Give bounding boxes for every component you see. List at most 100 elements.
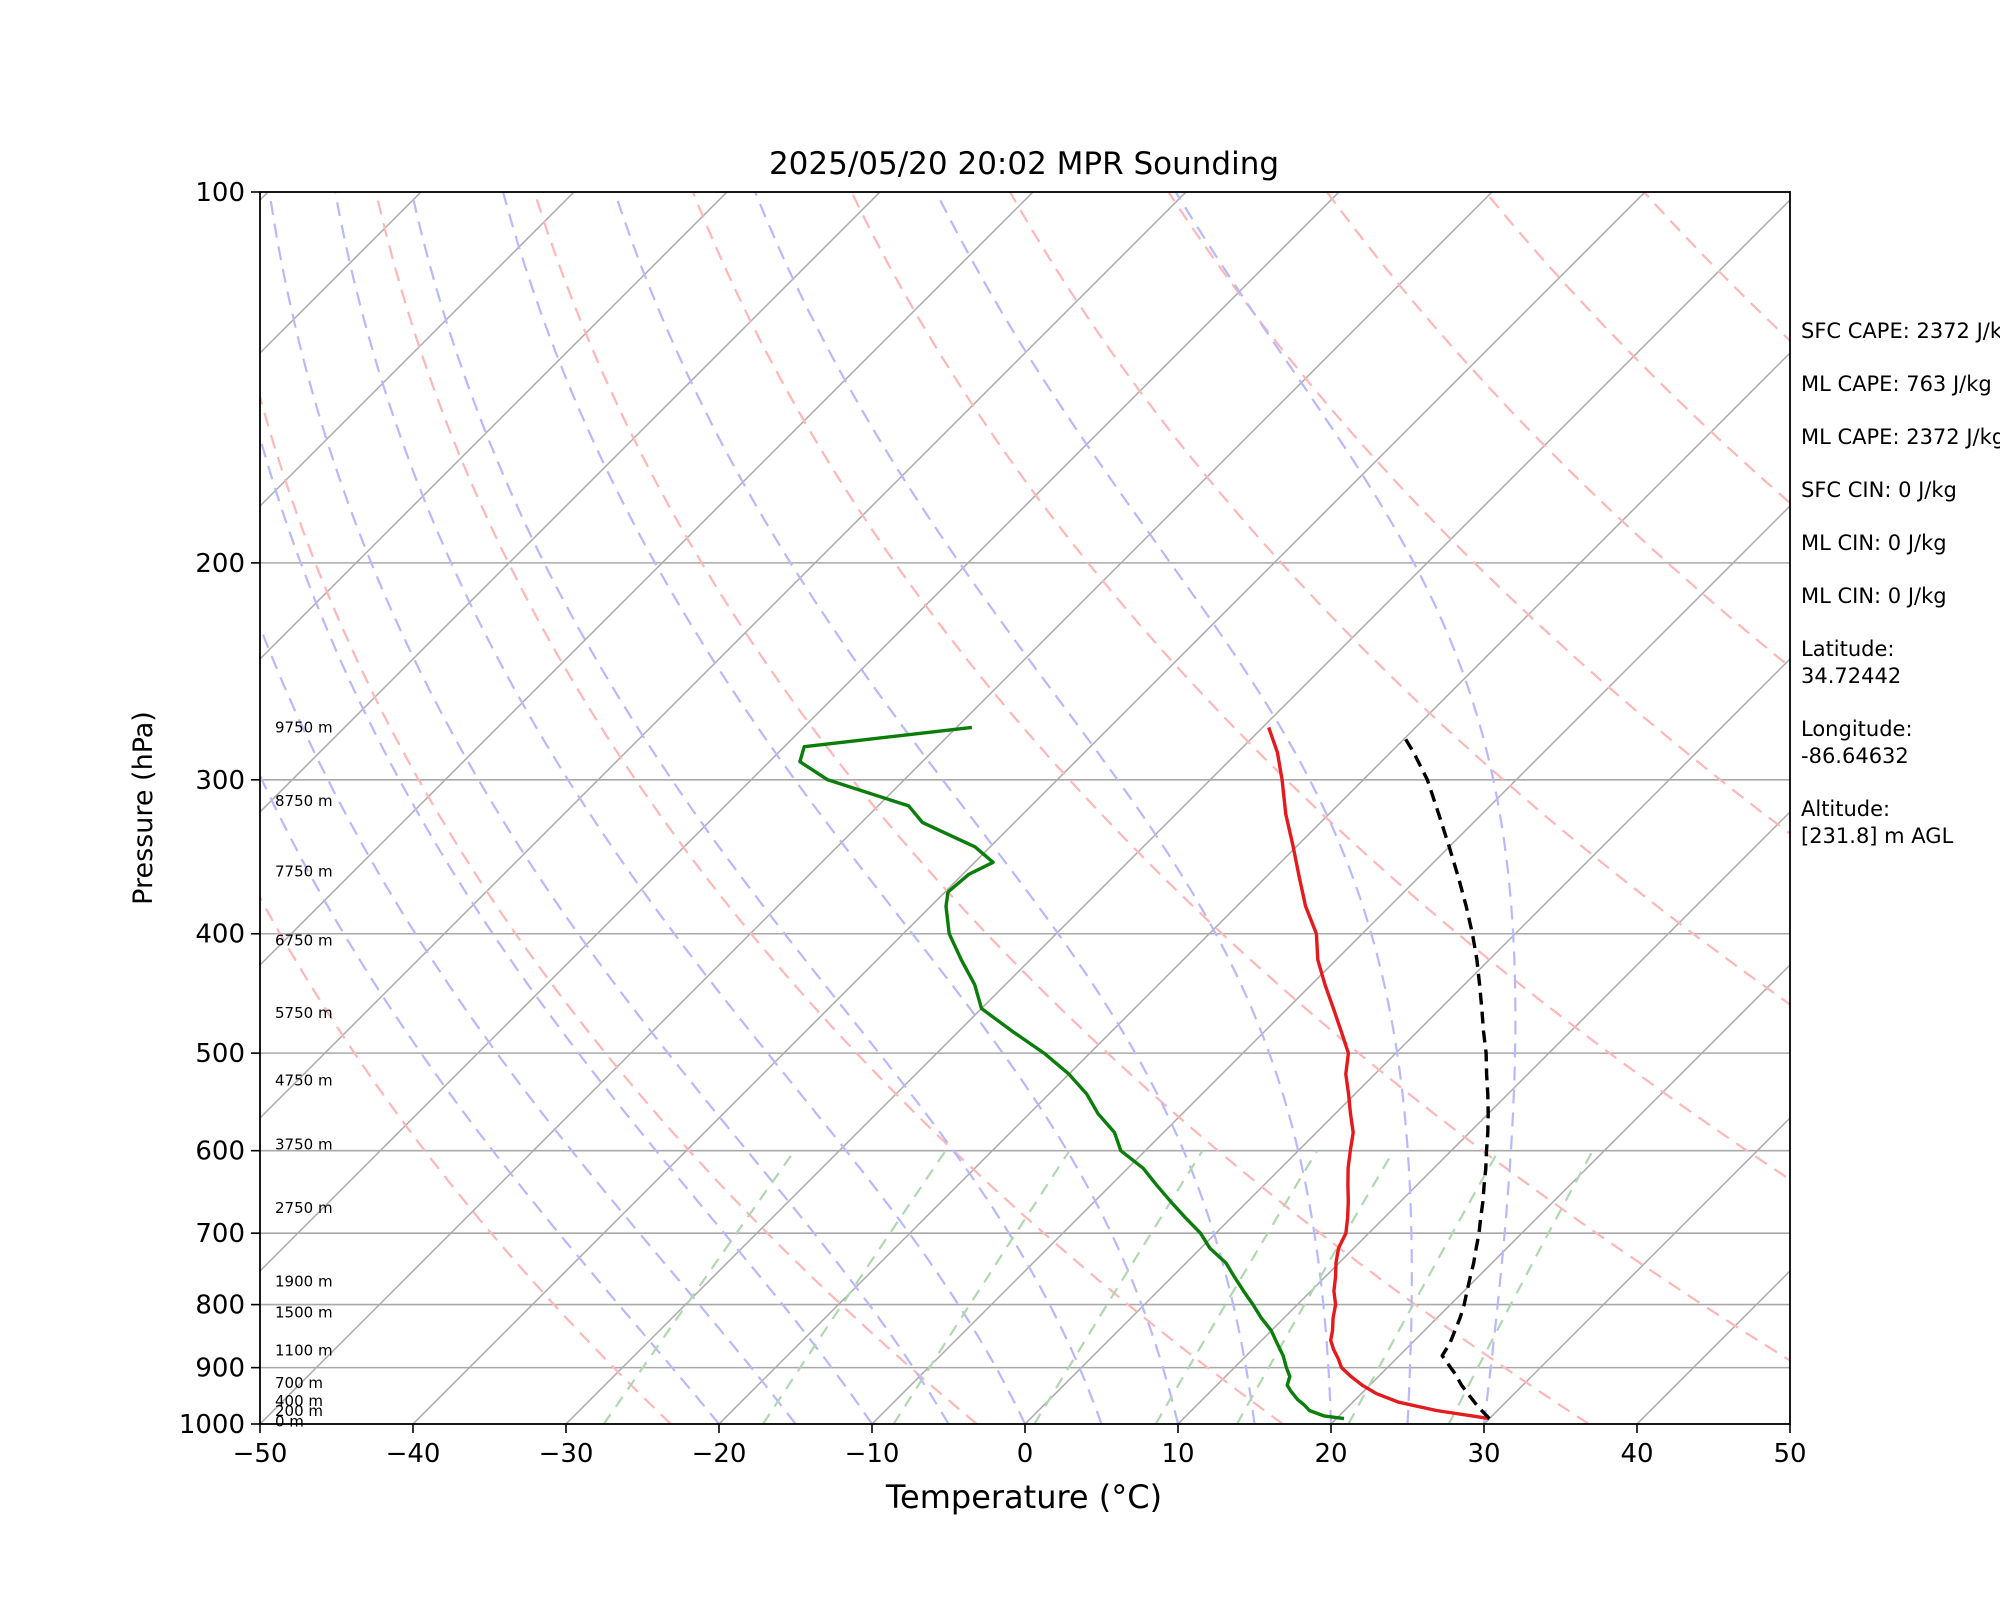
height-label: 400 m [275, 1392, 323, 1410]
x-tick-label: −50 [233, 1439, 288, 1469]
height-label: 0 m [275, 1412, 304, 1430]
isotherm-line [565, 198, 1790, 1424]
isotherm-line [412, 192, 1646, 1424]
mixing-ratio-line [1033, 1150, 1204, 1424]
annotation-text: Altitude: [1801, 797, 1890, 821]
annotation-text: ML CAPE: 2372 J/kg [1801, 425, 2000, 449]
sounding-traces [798, 725, 1491, 1421]
height-label: 1100 m [275, 1342, 333, 1360]
mixing-ratio-line [1154, 1150, 1319, 1424]
annotation-text: SFC CAPE: 2372 J/kg [1801, 319, 2000, 343]
isotherm-line [1330, 963, 1790, 1424]
moist-adiabat-line [501, 192, 1180, 1424]
isotherm-line [260, 192, 1187, 1120]
annotation-text: 34.72442 [1801, 664, 1901, 688]
height-label: 2750 m [275, 1199, 333, 1217]
isotherm-line [871, 504, 1790, 1424]
height-label: 4750 m [275, 1071, 333, 1089]
x-tick-label: −40 [386, 1439, 441, 1469]
isotherm-line [1483, 1116, 1790, 1424]
height-label: 7750 m [275, 862, 333, 880]
y-tick-label: 600 [195, 1137, 245, 1167]
y-tick-label: 700 [195, 1219, 245, 1249]
dry-adiabat-line [1009, 192, 1790, 1006]
plot-frame [259, 191, 1791, 1425]
isotherm-line [260, 192, 575, 508]
isotherm-line [260, 192, 881, 814]
chart-title: 2025/05/20 20:02 MPR Sounding [769, 146, 1279, 182]
parcel-trace [1400, 732, 1491, 1420]
x-tick-label: 10 [1161, 1439, 1194, 1469]
y-tick-label: 400 [195, 920, 245, 950]
temperature-trace [1267, 726, 1490, 1421]
moist-adiabat-line [334, 192, 1026, 1424]
height-labels: 9750 m 8750 m 7750 m 6750 m 5750 m 4750 m 3750… [275, 718, 333, 1430]
height-label: 200 m [275, 1402, 323, 1420]
height-label: 700 m [275, 1374, 323, 1392]
moist-adiabat-line [754, 192, 1333, 1424]
annotations: SFC CAPE: 2372 J/kg ML CAPE: 763 J/kg ML C… [1801, 319, 2000, 848]
mixing-ratio-line [1236, 1150, 1395, 1424]
moist-adiabat-line [613, 192, 1256, 1424]
y-tick-label: 1000 [179, 1410, 245, 1440]
x-tick-label: 40 [1620, 1439, 1653, 1469]
y-tick-label: 900 [195, 1354, 245, 1384]
mixing-ratio-line [761, 1150, 947, 1424]
y-tick-label: 300 [195, 766, 245, 796]
annotation-text: SFC CIN: 0 J/kg [1801, 478, 1957, 502]
height-label: 3750 m [275, 1135, 333, 1153]
dry-adiabat-line [1167, 192, 1790, 836]
isotherm-line [260, 192, 1340, 1273]
mixing-ratio-line [1347, 1150, 1500, 1424]
mixing-ratio-line [892, 1150, 1071, 1424]
annotation-text: ML CAPE: 763 J/kg [1801, 372, 1992, 396]
background-lines [0, 192, 1790, 1424]
dry-adiabat-line [374, 192, 1284, 1424]
dry-adiabat-line [850, 192, 1790, 1181]
isotherm-line [0, 192, 115, 1424]
y-tick-label: 100 [195, 178, 245, 208]
isotherm-line [1024, 657, 1790, 1424]
annotation-text: -86.64632 [1801, 744, 1909, 768]
isotherm-line [1177, 810, 1790, 1424]
moist-adiabat-line [935, 192, 1413, 1424]
y-tick-label: 800 [195, 1291, 245, 1321]
annotation-text: Longitude: [1801, 717, 1913, 741]
mixing-ratio-line [602, 1150, 796, 1424]
isotherm-line [718, 351, 1790, 1424]
height-label: 8750 m [275, 792, 333, 810]
height-label: 1900 m [275, 1272, 333, 1290]
axes: −50 −40 −30 −20 −10 0 10 20 30 40 50 1000 900 800 700 6… [179, 178, 1807, 1469]
x-tick-label: 20 [1314, 1439, 1347, 1469]
moist-adiabat-line [1174, 192, 1517, 1424]
isotherm-line [260, 192, 728, 661]
annotation-text: [231.8] m AGL [1801, 824, 1954, 848]
y-axis-label: Pressure (hPa) [128, 711, 159, 905]
dry-adiabat-line [691, 192, 1790, 1362]
x-axis-label: Temperature (°C) [885, 1478, 1162, 1516]
dry-adiabat-line [533, 192, 1590, 1424]
height-label: 1500 m [275, 1304, 333, 1322]
dewpoint-trace [798, 725, 1345, 1421]
annotation-text: ML CIN: 0 J/kg [1801, 531, 1947, 555]
annotation-text: Latitude: [1801, 637, 1895, 661]
moist-adiabat-line [260, 623, 797, 1424]
x-tick-label: 0 [1017, 1439, 1034, 1469]
moist-adiabat-line [268, 192, 950, 1424]
moist-adiabat-line [410, 192, 1103, 1424]
x-tick-label: 50 [1773, 1439, 1806, 1469]
dry-adiabat-line [260, 895, 672, 1424]
x-tick-label: −30 [539, 1439, 594, 1469]
x-tick-label: 30 [1467, 1439, 1500, 1469]
x-tick-label: −10 [845, 1439, 900, 1469]
height-label: 5750 m [275, 1004, 333, 1022]
mixing-ratio-line [1447, 1150, 1594, 1424]
height-label: 6750 m [275, 931, 333, 949]
height-label: 9750 m [275, 718, 333, 736]
moist-adiabat-line [260, 433, 873, 1424]
isotherm-line [260, 192, 1034, 967]
y-tick-label: 200 [195, 549, 245, 579]
x-tick-label: −20 [692, 1439, 747, 1469]
y-tick-label: 500 [195, 1039, 245, 1069]
